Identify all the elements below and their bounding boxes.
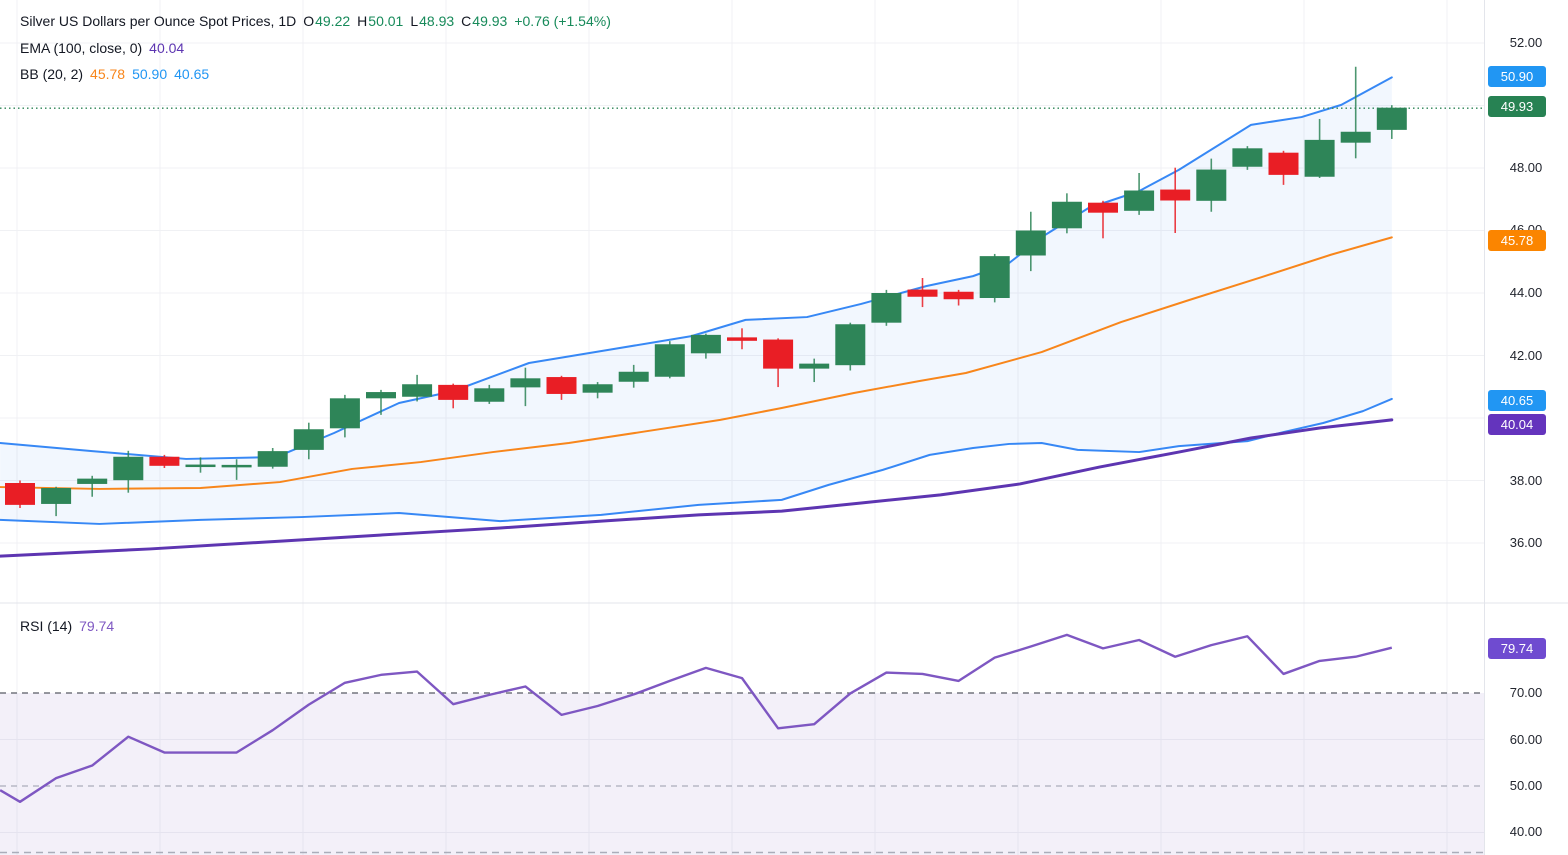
rsi-badge: 79.74 [1488,638,1546,659]
open-label: O [303,13,315,29]
bb-basis-value: 45.78 [90,66,126,82]
ohlc-close: C 49.93 [461,13,507,29]
ema-badge: 40.04 [1488,414,1546,435]
price-axis-label: 38.00 [1509,473,1543,488]
close-label: C [461,13,472,29]
close-value: 49.93 [472,13,508,29]
high-label: H [357,13,368,29]
ohlc-open: O 49.22 [303,13,350,29]
price-axis-label: 36.00 [1509,535,1543,550]
last-price-badge: 49.93 [1488,96,1546,117]
low-value: 48.93 [419,13,455,29]
price-axis-label: 44.00 [1509,285,1543,300]
bb-upper-badge: 50.90 [1488,66,1546,87]
ohlc-high: H 50.01 [357,13,403,29]
price-axis-label: 42.00 [1509,348,1543,363]
rsi-legend-row: RSI (14) 79.74 [20,618,114,634]
change-value: +0.76 (+1.54%) [514,13,611,29]
bb-basis-badge: 45.78 [1488,230,1546,251]
rsi-axis-label: 50.00 [1509,778,1543,793]
bb-label[interactable]: BB (20, 2) [20,66,84,82]
rsi-label[interactable]: RSI (14) [20,618,73,634]
symbol-title[interactable]: Silver US Dollars per Ounce Spot Prices,… [20,13,297,29]
bb-lower-value: 40.65 [174,66,210,82]
low-label: L [410,13,419,29]
rsi-value: 79.74 [79,618,115,634]
ohlc-low: L 48.93 [410,13,454,29]
open-value: 49.22 [315,13,351,29]
price-axis-label: 48.00 [1509,160,1543,175]
ema-legend-row: EMA (100, close, 0) 40.04 [20,40,184,56]
ema-label[interactable]: EMA (100, close, 0) [20,40,143,56]
bb-lower-badge: 40.65 [1488,390,1546,411]
high-value: 50.01 [368,13,404,29]
bb-legend-row: BB (20, 2) 45.78 50.90 40.65 [20,66,209,82]
bb-upper-value: 50.90 [132,66,168,82]
rsi-axis-label: 70.00 [1509,685,1543,700]
main-legend-row: Silver US Dollars per Ounce Spot Prices,… [20,13,611,29]
rsi-axis-label: 60.00 [1509,732,1543,747]
price-axis-label: 52.00 [1509,35,1543,50]
ema-value: 40.04 [149,40,185,56]
rsi-axis-label: 40.00 [1509,824,1543,839]
